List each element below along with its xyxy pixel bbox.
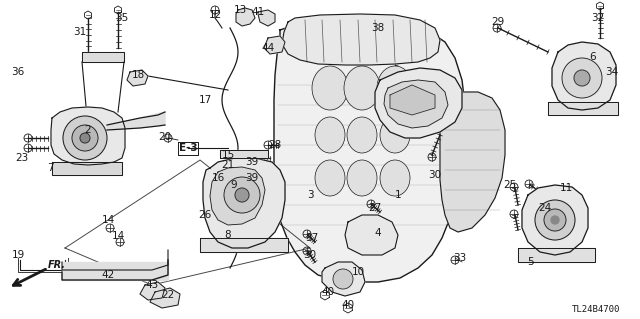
Text: 37: 37 (305, 233, 319, 243)
Polygon shape (282, 14, 440, 65)
Text: 23: 23 (15, 153, 29, 163)
Polygon shape (390, 85, 435, 115)
Ellipse shape (380, 117, 410, 153)
Polygon shape (264, 36, 285, 54)
Polygon shape (52, 162, 122, 175)
Text: 22: 22 (161, 290, 175, 300)
Text: 30: 30 (303, 250, 317, 260)
Text: 33: 33 (453, 253, 467, 263)
Text: 4: 4 (374, 228, 381, 238)
Ellipse shape (315, 160, 345, 196)
Ellipse shape (377, 66, 413, 110)
Polygon shape (203, 158, 285, 248)
Circle shape (544, 209, 566, 231)
Polygon shape (345, 215, 398, 255)
Circle shape (80, 133, 90, 143)
Text: 44: 44 (261, 43, 275, 53)
Text: 29: 29 (492, 17, 504, 27)
Text: 36: 36 (12, 67, 24, 77)
Polygon shape (107, 112, 165, 130)
Text: 40: 40 (341, 300, 355, 310)
Text: 34: 34 (605, 67, 619, 77)
Polygon shape (150, 288, 180, 308)
Circle shape (72, 125, 98, 151)
Circle shape (562, 58, 602, 98)
Text: 24: 24 (538, 203, 552, 213)
Polygon shape (220, 150, 268, 158)
Text: 28: 28 (268, 140, 282, 150)
Ellipse shape (315, 117, 345, 153)
Text: 13: 13 (234, 5, 246, 15)
Ellipse shape (347, 117, 377, 153)
Polygon shape (375, 68, 462, 138)
Text: 16: 16 (211, 173, 225, 183)
Ellipse shape (380, 160, 410, 196)
Text: TL24B4700: TL24B4700 (572, 306, 620, 315)
Polygon shape (518, 248, 595, 262)
Text: 2: 2 (84, 125, 92, 135)
Text: 20: 20 (159, 132, 172, 142)
Text: 27: 27 (369, 203, 381, 213)
Text: 12: 12 (209, 10, 221, 20)
Text: 19: 19 (12, 250, 24, 260)
Circle shape (63, 116, 107, 160)
Polygon shape (127, 70, 148, 86)
Text: 38: 38 (371, 23, 385, 33)
Text: 15: 15 (221, 150, 235, 160)
Text: 7: 7 (47, 163, 53, 173)
Text: 3: 3 (307, 190, 314, 200)
Text: 6: 6 (589, 52, 596, 62)
Text: 10: 10 (351, 267, 365, 277)
Text: 32: 32 (591, 13, 605, 23)
Circle shape (535, 200, 575, 240)
Polygon shape (548, 102, 618, 115)
Text: FR.: FR. (48, 260, 66, 270)
Text: 1: 1 (395, 190, 401, 200)
Polygon shape (384, 80, 448, 128)
Polygon shape (51, 107, 125, 165)
Text: 35: 35 (115, 13, 129, 23)
Polygon shape (322, 262, 365, 296)
Text: 26: 26 (198, 210, 212, 220)
Ellipse shape (347, 160, 377, 196)
Polygon shape (62, 262, 168, 280)
Polygon shape (522, 185, 588, 255)
Polygon shape (210, 167, 265, 225)
Text: 31: 31 (74, 27, 86, 37)
Circle shape (333, 269, 353, 289)
Circle shape (235, 188, 249, 202)
Polygon shape (140, 282, 165, 300)
Text: 41: 41 (252, 7, 264, 17)
Circle shape (574, 70, 590, 86)
Polygon shape (200, 238, 288, 252)
Text: 21: 21 (221, 160, 235, 170)
Text: 17: 17 (198, 95, 212, 105)
Text: 5: 5 (527, 257, 533, 267)
Circle shape (551, 216, 559, 224)
Text: 14: 14 (101, 215, 115, 225)
Text: 8: 8 (225, 230, 231, 240)
Polygon shape (440, 92, 505, 232)
Text: 18: 18 (131, 70, 145, 80)
Polygon shape (258, 10, 275, 26)
Text: 43: 43 (145, 280, 159, 290)
Ellipse shape (312, 66, 348, 110)
Polygon shape (552, 42, 616, 110)
Text: 39: 39 (245, 173, 259, 183)
Text: 30: 30 (428, 170, 442, 180)
Text: 11: 11 (559, 183, 573, 193)
Polygon shape (274, 22, 465, 282)
Text: 39: 39 (245, 157, 259, 167)
Polygon shape (82, 52, 124, 62)
Text: 14: 14 (111, 231, 125, 241)
Text: 9: 9 (230, 180, 237, 190)
Polygon shape (236, 8, 255, 26)
Text: 40: 40 (321, 287, 335, 297)
Circle shape (224, 177, 260, 213)
Text: 25: 25 (504, 180, 516, 190)
Text: 42: 42 (101, 270, 115, 280)
Ellipse shape (344, 66, 380, 110)
Text: E-3: E-3 (179, 143, 197, 153)
